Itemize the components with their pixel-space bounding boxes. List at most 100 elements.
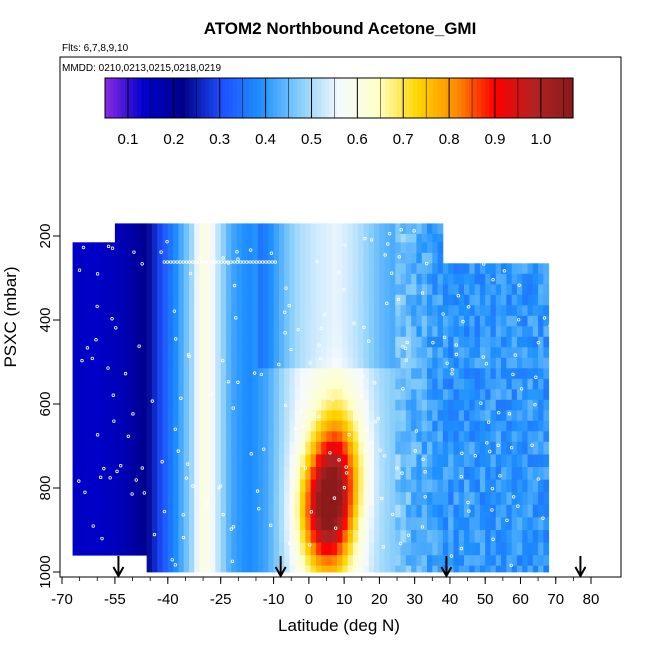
- observation-point: [365, 428, 369, 433]
- heat-cell: [326, 467, 333, 480]
- heat-cell: [538, 263, 544, 275]
- heat-cell: [151, 315, 158, 327]
- heat-cell: [310, 294, 317, 306]
- heat-cell: [114, 263, 121, 275]
- heat-cell: [194, 242, 200, 254]
- heat-cell: [225, 378, 232, 390]
- heat-cell: [104, 399, 111, 411]
- heat-cell: [421, 336, 428, 348]
- heat-cell: [289, 467, 296, 480]
- heat-cell: [458, 517, 465, 531]
- heat-cell: [384, 242, 391, 254]
- heat-cell: [151, 492, 158, 506]
- heat-cell: [427, 504, 433, 518]
- heat-cell: [374, 467, 380, 480]
- heat-cell: [141, 368, 148, 380]
- heat-cell: [347, 347, 354, 359]
- heat-cell: [321, 242, 327, 254]
- heat-cell: [379, 542, 386, 556]
- heat-cell: [231, 530, 237, 543]
- heat-cell: [405, 399, 412, 411]
- heat-cell: [522, 504, 528, 518]
- heat-cell: [543, 284, 550, 296]
- heat-cell: [342, 242, 349, 254]
- heat-cell: [183, 336, 190, 348]
- heat-cell: [532, 479, 539, 493]
- heat-cell: [358, 517, 364, 531]
- heat-cell: [464, 284, 470, 296]
- heat-cell: [501, 336, 507, 348]
- heat-cell: [252, 305, 259, 317]
- heat-cell: [241, 273, 248, 285]
- heat-cell: [522, 294, 528, 306]
- observation-point: [231, 525, 236, 529]
- heat-cell: [416, 347, 423, 359]
- heat-cell: [178, 284, 185, 296]
- heat-cell: [167, 542, 174, 556]
- heat-cell: [99, 368, 105, 380]
- heat-cell: [225, 252, 232, 264]
- heat-cell: [252, 233, 259, 243]
- heat-cell: [188, 431, 195, 443]
- heat-cell: [183, 263, 190, 275]
- heat-cell: [215, 492, 222, 506]
- heat-cell: [305, 263, 312, 275]
- heat-cell: [104, 315, 111, 327]
- heatmap-cells: [72, 223, 550, 573]
- heat-cell: [162, 315, 169, 327]
- heat-cell: [495, 347, 502, 359]
- heat-cell: [204, 315, 211, 327]
- heat-cell: [379, 294, 386, 306]
- heat-cell: [310, 223, 317, 235]
- heat-cell: [501, 315, 507, 327]
- heat-cell: [93, 530, 100, 543]
- heat-cell: [151, 347, 158, 359]
- heat-cell: [257, 517, 264, 531]
- heat-cell: [247, 441, 253, 455]
- observation-point: [570, 382, 575, 386]
- heat-cell: [310, 410, 317, 422]
- heat-cell: [437, 357, 444, 369]
- heat-cell: [289, 305, 296, 317]
- heat-cell: [109, 273, 116, 285]
- heat-cell: [347, 315, 354, 327]
- observation-point: [181, 260, 186, 264]
- heat-cell: [400, 242, 407, 254]
- heat-cell: [352, 454, 359, 468]
- heat-cell: [453, 263, 460, 275]
- observation-point: [398, 541, 403, 546]
- heat-cell: [448, 542, 454, 556]
- heat-cell: [321, 441, 327, 455]
- y-tick-label: 200: [37, 223, 54, 248]
- heat-cell: [522, 479, 528, 493]
- heat-cell: [151, 326, 158, 338]
- heat-cell: [442, 284, 449, 296]
- observation-point: [467, 509, 471, 513]
- heat-cell: [400, 347, 407, 359]
- heat-cell: [485, 294, 491, 306]
- heat-cell: [363, 357, 370, 369]
- heat-cell: [347, 479, 354, 493]
- heat-cell: [490, 347, 497, 359]
- heat-cell: [405, 504, 412, 518]
- heat-cell: [109, 263, 116, 275]
- observation-point: [210, 260, 214, 264]
- heat-cell: [157, 368, 163, 380]
- heat-cell: [173, 454, 179, 468]
- heat-cell: [273, 492, 280, 506]
- heat-cell: [151, 441, 158, 455]
- observation-point: [90, 356, 94, 361]
- heat-cell: [215, 242, 222, 254]
- heat-cell: [268, 273, 274, 285]
- observation-point: [81, 245, 86, 250]
- heat-cell: [141, 233, 148, 243]
- heat-cell: [294, 368, 301, 380]
- heat-cell: [495, 420, 502, 432]
- heat-cell: [188, 420, 195, 432]
- heat-cell: [289, 336, 296, 348]
- heat-cell: [225, 420, 232, 432]
- heat-cell: [273, 357, 280, 369]
- heat-cell: [252, 347, 259, 359]
- heat-cell: [485, 410, 491, 422]
- heat-cell: [178, 431, 185, 443]
